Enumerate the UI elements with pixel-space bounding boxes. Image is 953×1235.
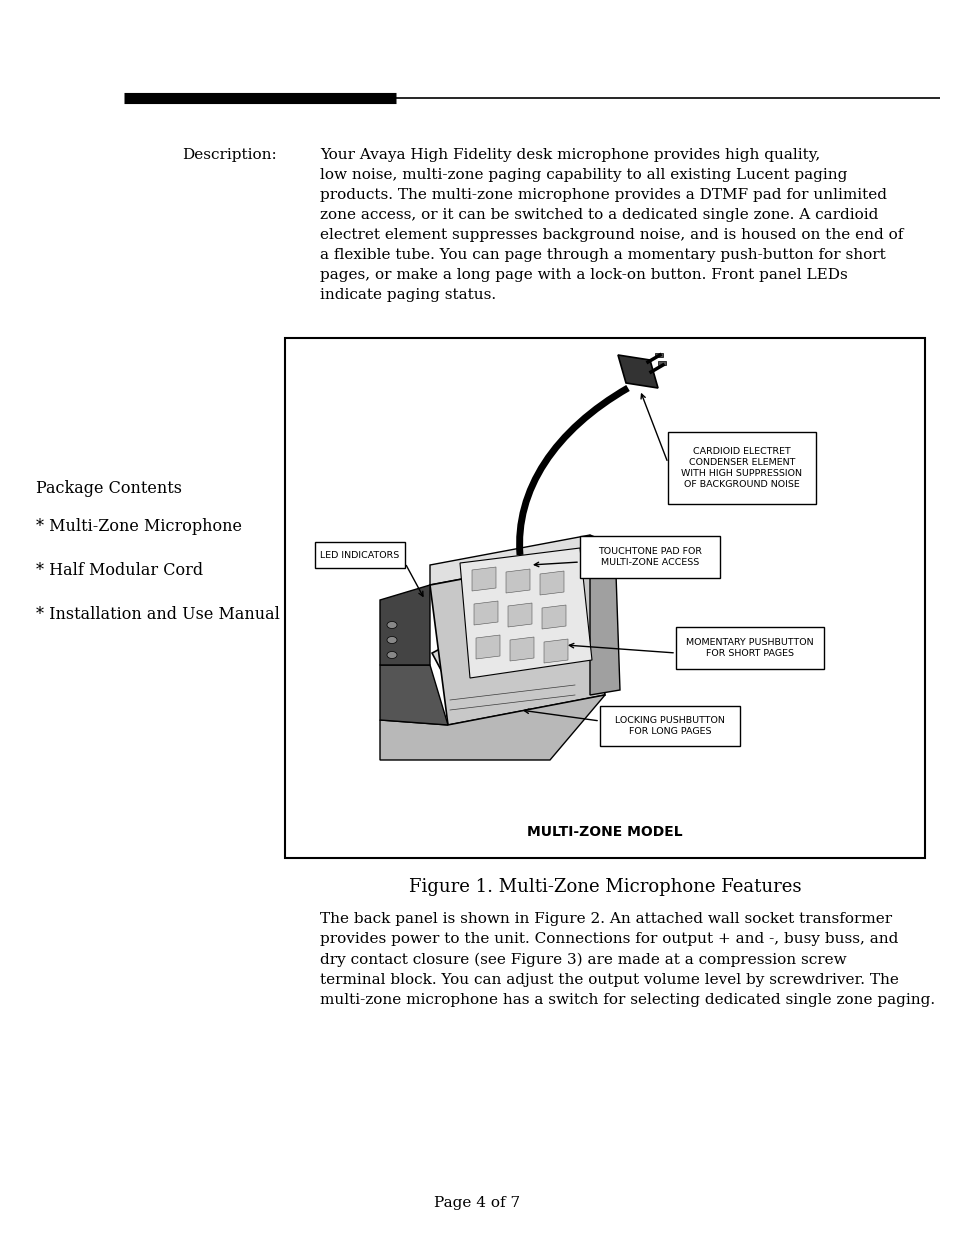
Text: Description:: Description: — [182, 148, 276, 162]
Polygon shape — [589, 535, 619, 695]
Text: * Multi-Zone Microphone: * Multi-Zone Microphone — [36, 517, 242, 535]
Bar — [285, 338, 924, 858]
Text: TOUCHTONE PAD FOR
MULTI-ZONE ACCESS: TOUCHTONE PAD FOR MULTI-ZONE ACCESS — [598, 547, 701, 567]
Polygon shape — [379, 664, 448, 725]
Ellipse shape — [387, 621, 396, 629]
Bar — [676, 627, 823, 669]
Polygon shape — [505, 569, 530, 593]
Polygon shape — [618, 354, 658, 388]
Polygon shape — [472, 567, 496, 592]
Text: Package Contents: Package Contents — [36, 480, 182, 496]
Text: Your Avaya High Fidelity desk microphone provides high quality,
low noise, multi: Your Avaya High Fidelity desk microphone… — [319, 148, 902, 303]
Text: LOCKING PUSHBUTTON
FOR LONG PAGES: LOCKING PUSHBUTTON FOR LONG PAGES — [615, 716, 724, 736]
Text: Figure 1. Multi-Zone Microphone Features: Figure 1. Multi-Zone Microphone Features — [408, 878, 801, 897]
Polygon shape — [432, 576, 596, 688]
Polygon shape — [379, 695, 604, 760]
Polygon shape — [430, 535, 589, 585]
Bar — [658, 361, 665, 366]
Polygon shape — [539, 571, 563, 595]
Text: * Installation and Use Manual: * Installation and Use Manual — [36, 606, 279, 622]
Polygon shape — [474, 601, 497, 625]
Bar — [655, 353, 662, 357]
Bar — [314, 542, 405, 568]
Polygon shape — [543, 638, 567, 663]
Bar — [579, 536, 720, 578]
Polygon shape — [507, 603, 532, 627]
Text: CARDIOID ELECTRET
CONDENSER ELEMENT
WITH HIGH SUPPRESSION
OF BACKGROUND NOISE: CARDIOID ELECTRET CONDENSER ELEMENT WITH… — [680, 447, 801, 489]
Text: The back panel is shown in Figure 2. An attached wall socket transformer
provide: The back panel is shown in Figure 2. An … — [319, 911, 934, 1007]
Ellipse shape — [387, 652, 396, 658]
Text: LED INDICATORS: LED INDICATORS — [320, 551, 399, 559]
Polygon shape — [510, 637, 534, 661]
Ellipse shape — [387, 636, 396, 643]
Polygon shape — [476, 635, 499, 659]
Polygon shape — [459, 548, 592, 678]
Text: Page 4 of 7: Page 4 of 7 — [434, 1195, 519, 1210]
Text: * Half Modular Cord: * Half Modular Cord — [36, 562, 203, 579]
Polygon shape — [430, 555, 604, 725]
Polygon shape — [541, 605, 565, 629]
Text: MOMENTARY PUSHBUTTON
FOR SHORT PAGES: MOMENTARY PUSHBUTTON FOR SHORT PAGES — [685, 638, 813, 658]
Bar — [599, 706, 740, 746]
Polygon shape — [379, 585, 430, 664]
Text: MULTI-ZONE MODEL: MULTI-ZONE MODEL — [527, 825, 682, 839]
Bar — [667, 432, 815, 504]
